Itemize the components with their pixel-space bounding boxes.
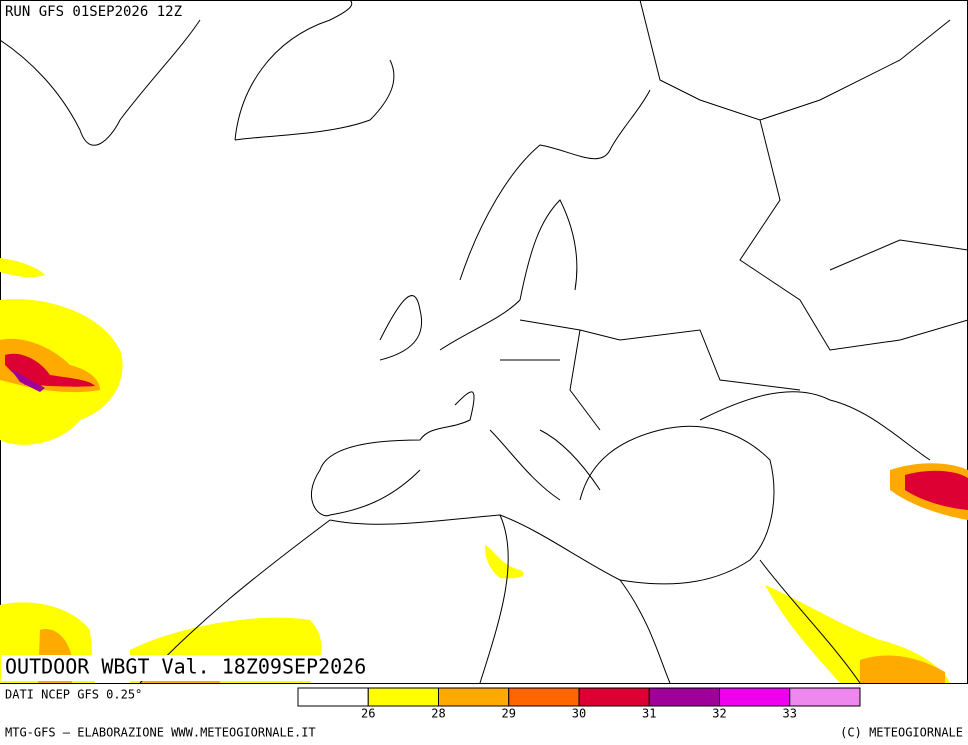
shade	[905, 470, 968, 510]
footer-left: MTG-GFS – ELABORAZIONE WWW.METEOGIORNALE…	[5, 726, 316, 740]
footer-right: (C) METEOGIORNALE	[840, 726, 963, 740]
shade	[5, 353, 95, 387]
shade	[10, 368, 45, 392]
coastline	[329, 425, 775, 585]
coastline	[0, 19, 201, 146]
coastline	[489, 391, 931, 501]
legend-swatch	[297, 687, 369, 707]
legend-swatch	[578, 687, 650, 707]
legend-swatch	[438, 687, 510, 707]
legend-swatch	[648, 687, 720, 707]
coastline	[459, 89, 651, 301]
map-frame	[0, 0, 968, 684]
shade	[485, 545, 524, 579]
legend-tick-label: 28	[431, 707, 445, 721]
coastline	[310, 295, 521, 517]
shade	[0, 258, 45, 278]
coastline	[234, 0, 395, 141]
legend-tick-label: 31	[642, 707, 656, 721]
run-label: RUN GFS 01SEP2026 12Z	[5, 4, 182, 20]
legend-swatch	[508, 687, 580, 707]
border	[500, 0, 968, 431]
source: DATI NCEP GFS 0.25°	[5, 688, 142, 702]
legend-tick-label: 29	[502, 707, 516, 721]
legend-tick-label: 33	[783, 707, 797, 721]
legend: 26 28 29 30 31 32 33	[297, 687, 861, 721]
legend-tick-label: 30	[572, 707, 586, 721]
map-title: OUTDOOR WBGT Val. 18Z09SEP2026	[5, 655, 366, 679]
legend-swatch	[719, 687, 791, 707]
legend-tick-label: 26	[361, 707, 375, 721]
title-background	[1, 655, 389, 681]
legend-swatch	[367, 687, 439, 707]
shade	[860, 655, 945, 683]
legend-swatch	[789, 687, 861, 707]
border	[139, 514, 861, 684]
legend-tick-label: 32	[712, 707, 726, 721]
map: RUN GFS 01SEP2026 12Z OUTDOOR WBGT Val. …	[0, 0, 968, 684]
